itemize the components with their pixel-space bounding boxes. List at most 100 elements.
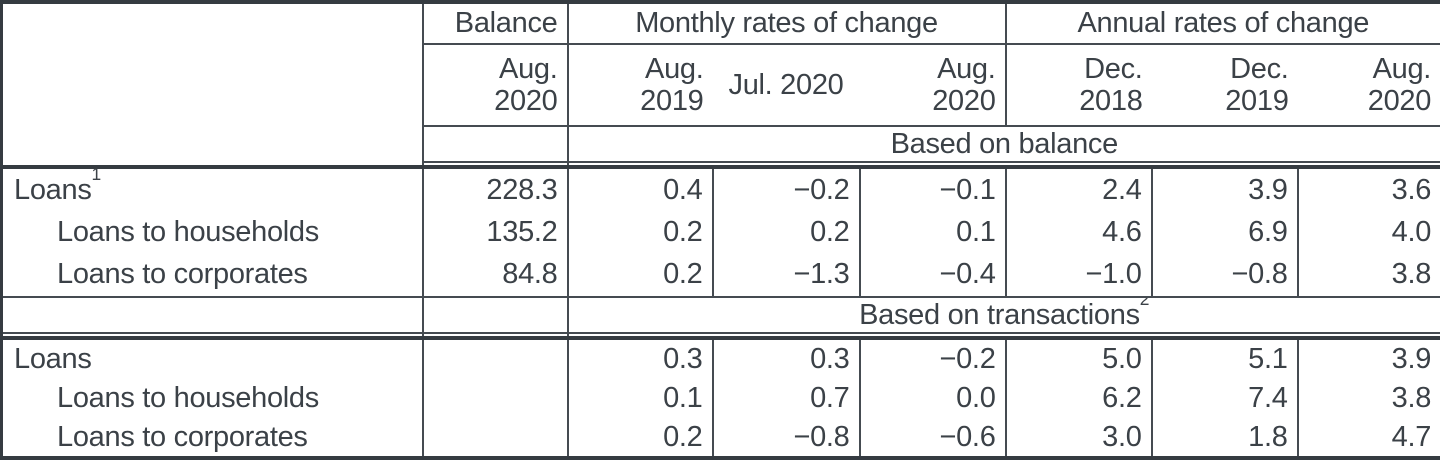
rate-value-cell: 0.3 bbox=[711, 338, 860, 379]
rate-value-cell: 0.3 bbox=[566, 338, 713, 379]
row-label-cell: Loans to households bbox=[2, 378, 423, 418]
row-label-text: Loans to households bbox=[57, 215, 319, 248]
period-line2: 2020 bbox=[494, 85, 558, 117]
row-label-text: Loans to corporates bbox=[57, 258, 308, 291]
rate-value-cell: 5.1 bbox=[1150, 338, 1298, 379]
rate-value-cell: 0.7 bbox=[711, 378, 860, 418]
period-line1: Dec. bbox=[1230, 52, 1289, 85]
period-header-monthly-3: Aug. 2020 bbox=[859, 44, 1007, 127]
row-label-text: Loans bbox=[14, 173, 92, 206]
period-line1: Aug. bbox=[499, 52, 558, 85]
rate-value-cell: 2.4 bbox=[1004, 167, 1152, 211]
period-line2: 2020 bbox=[932, 85, 996, 117]
rate-value-cell: 5.0 bbox=[1004, 338, 1152, 379]
table-row-loans: Loans1 228.3 0.4 −0.2 −0.1 2.4 3.9 3.6 bbox=[2, 167, 1440, 211]
rate-value-cell: 3.8 bbox=[1296, 253, 1440, 297]
rate-value-cell: 4.6 bbox=[1004, 210, 1152, 254]
header-row-groups: Balance Monthly rates of change Annual r… bbox=[1, 2, 1440, 163]
period-header-annual-2: Dec. 2019 bbox=[1151, 44, 1298, 127]
rate-value-cell: 3.0 bbox=[1004, 418, 1152, 458]
annual-rates-group-header: Annual rates of change bbox=[1005, 2, 1440, 46]
rate-value-cell: 0.2 bbox=[566, 418, 713, 458]
rate-value-cell: −1.0 bbox=[1004, 253, 1152, 297]
period-line1: Dec. bbox=[1084, 52, 1143, 85]
section-title-based-on-transactions: Based on transactions2 bbox=[567, 295, 1440, 334]
rate-value-cell: 0.2 bbox=[711, 210, 860, 254]
rate-value-cell: −0.6 bbox=[858, 418, 1006, 458]
period-header-annual-1: Dec. 2018 bbox=[1005, 44, 1152, 127]
rate-value-cell: −0.2 bbox=[858, 338, 1006, 379]
balance-value-cell: 84.8 bbox=[421, 253, 568, 297]
row-label-text: Loans bbox=[14, 342, 92, 375]
rate-value-cell: 0.4 bbox=[566, 167, 713, 211]
rate-value-cell: −0.1 bbox=[858, 167, 1006, 211]
rate-value-cell: −0.2 bbox=[711, 167, 860, 211]
header-row-periods: Aug. 2020 Aug. 2019 Jul. 2020 Aug. 2020 … bbox=[2, 44, 1440, 127]
rate-value-cell: 3.9 bbox=[1296, 338, 1440, 379]
section-title-text: Based on transactions bbox=[859, 298, 1140, 331]
rate-value-cell: 6.2 bbox=[1004, 378, 1152, 418]
period-header-balance: Aug. 2020 bbox=[422, 44, 569, 127]
balance-column-header: Balance bbox=[422, 2, 569, 46]
section-title-row-transactions: Based on transactions2 bbox=[1, 295, 1440, 334]
table-row-loans-corporates: Loans to corporates 84.8 0.2 −1.3 −0.4 −… bbox=[2, 253, 1440, 297]
table-row-loans: Loans 0.3 0.3 −0.2 5.0 5.1 3.9 bbox=[2, 338, 1440, 379]
table-row-loans-households: Loans to households 135.2 0.2 0.2 0.1 4.… bbox=[2, 210, 1440, 254]
rate-value-cell: 0.1 bbox=[858, 210, 1006, 254]
period-line1: Aug. bbox=[937, 52, 996, 85]
balance-value-cell bbox=[421, 418, 568, 458]
rate-value-cell: 7.4 bbox=[1150, 378, 1298, 418]
row-label-cell: Loans1 bbox=[2, 167, 423, 210]
rate-value-cell: 3.9 bbox=[1150, 167, 1298, 211]
rate-value-cell: 0.0 bbox=[858, 378, 1006, 418]
table-row-loans-corporates: Loans to corporates 0.2 −0.8 −0.6 3.0 1.… bbox=[2, 418, 1440, 458]
row-label-cell: Loans to corporates bbox=[2, 254, 423, 297]
row-footnote-mark: 1 bbox=[91, 167, 102, 185]
balance-value-cell bbox=[421, 378, 568, 418]
rate-value-cell: 3.8 bbox=[1296, 378, 1440, 418]
thick-separator bbox=[1, 332, 1440, 341]
thick-separator bbox=[1, 162, 1440, 170]
rate-value-cell: 0.2 bbox=[566, 253, 713, 297]
period-header-monthly-2: Jul. 2020 bbox=[712, 44, 860, 127]
rate-value-cell: −1.3 bbox=[711, 253, 860, 297]
row-label-cell: Loans to corporates bbox=[2, 418, 423, 458]
label-empty-cell bbox=[1, 295, 423, 334]
period-header-annual-3: Aug. 2020 bbox=[1297, 44, 1440, 127]
balance-value-cell: 228.3 bbox=[421, 167, 568, 211]
balance-empty-cell bbox=[421, 295, 569, 334]
section-title-based-on-balance: Based on balance bbox=[567, 125, 1440, 164]
rate-value-cell: 0.1 bbox=[566, 378, 713, 418]
period-line2: 2018 bbox=[1079, 85, 1143, 117]
rate-value-cell: 6.9 bbox=[1150, 210, 1298, 254]
monthly-rates-group-header: Monthly rates of change bbox=[567, 2, 1007, 46]
period-line1: Aug. bbox=[645, 52, 704, 85]
period-line2: 2019 bbox=[1225, 85, 1289, 117]
rate-value-cell: −0.8 bbox=[711, 418, 860, 458]
row-label-text: Loans to corporates bbox=[57, 420, 308, 453]
period-line2: 2020 bbox=[1367, 85, 1432, 117]
period-line1: Aug. bbox=[1372, 52, 1432, 85]
rate-value-cell: 4.0 bbox=[1296, 210, 1440, 254]
section-title-text: Based on balance bbox=[890, 127, 1119, 160]
rate-value-cell: 4.7 bbox=[1296, 418, 1440, 458]
row-label-cell: Loans to households bbox=[2, 211, 423, 254]
row-label-text: Loans to households bbox=[57, 381, 319, 414]
rate-value-cell: 0.2 bbox=[566, 210, 713, 254]
section-title-row-balance: Based on balance bbox=[2, 125, 1440, 164]
period-line2: 2019 bbox=[640, 85, 704, 117]
period-line1: Jul. 2020 bbox=[728, 68, 844, 101]
balance-empty-cell bbox=[422, 125, 569, 164]
row-label-cell: Loans bbox=[2, 338, 423, 378]
table-row-loans-households: Loans to households 0.1 0.7 0.0 6.2 7.4 … bbox=[2, 378, 1440, 418]
corner-empty-cell bbox=[1, 2, 424, 163]
balance-value-cell: 135.2 bbox=[421, 210, 568, 254]
period-header-monthly-1: Aug. 2019 bbox=[567, 44, 713, 127]
rate-value-cell: −0.8 bbox=[1150, 253, 1298, 297]
rate-value-cell: −0.4 bbox=[858, 253, 1006, 297]
rate-value-cell: 1.8 bbox=[1150, 418, 1298, 458]
section-title-footnote-mark: 2 bbox=[1139, 296, 1150, 310]
balance-value-cell bbox=[421, 338, 568, 379]
